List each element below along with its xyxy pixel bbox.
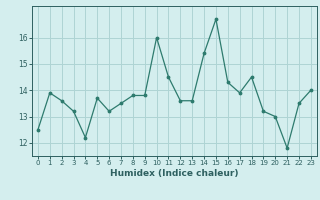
X-axis label: Humidex (Indice chaleur): Humidex (Indice chaleur) bbox=[110, 169, 239, 178]
